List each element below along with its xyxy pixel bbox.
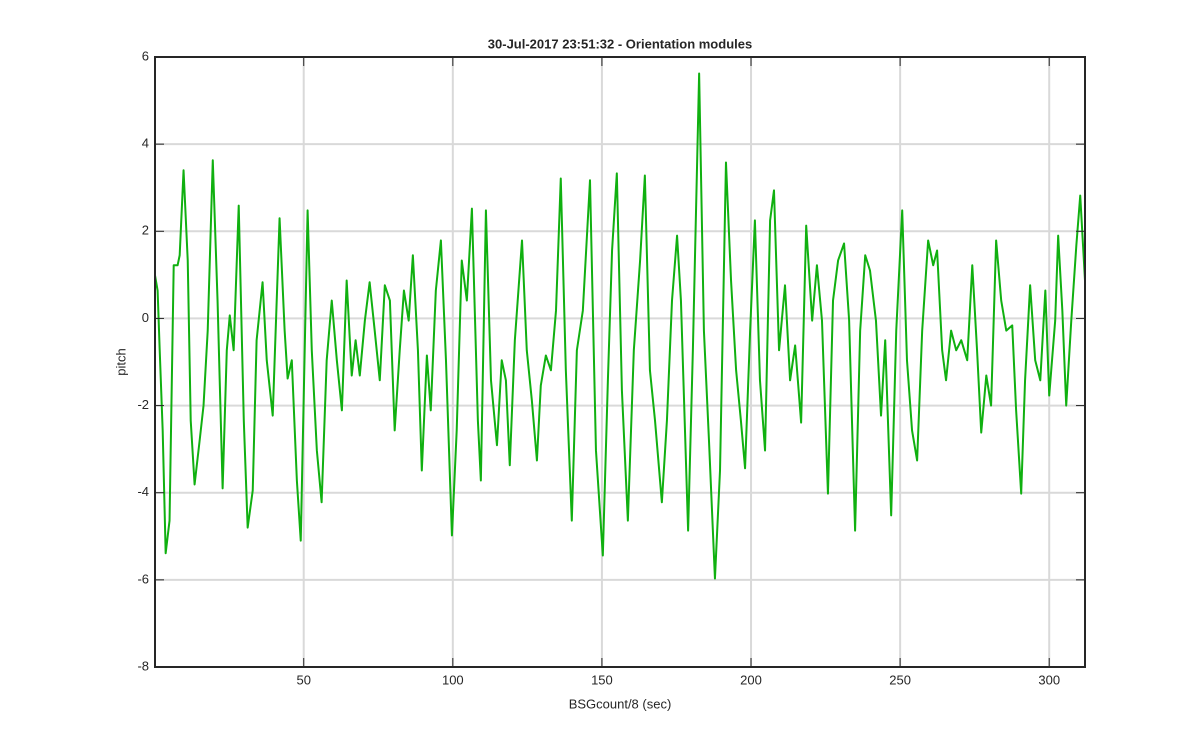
x-tick-label: 300 xyxy=(1038,672,1060,687)
y-tick-label: 2 xyxy=(142,223,149,238)
grid xyxy=(155,56,1085,668)
plot-area xyxy=(154,72,1086,580)
y-axis-label: pitch xyxy=(113,348,128,375)
y-tick-label: -4 xyxy=(137,484,149,499)
x-tick-label: 100 xyxy=(442,672,464,687)
y-tick-label: -2 xyxy=(137,397,149,412)
y-tick-label: 0 xyxy=(142,310,149,325)
y-tick-label: 6 xyxy=(142,48,149,63)
axes-box xyxy=(154,56,1086,668)
x-axis-label: BSGcount/8 (sec) xyxy=(569,696,672,711)
y-tick-label: -8 xyxy=(137,658,149,673)
data-line xyxy=(154,72,1086,580)
ticks: 50 100 150 200 250 300 -8 -6 -4 -2 0 2 4 6 xyxy=(137,48,1085,687)
x-tick-label: 200 xyxy=(740,672,762,687)
chart-title: 30-Jul-2017 23:51:32 - Orientation modul… xyxy=(488,36,752,51)
y-tick-label: 4 xyxy=(142,136,149,151)
x-tick-label: 50 xyxy=(296,672,310,687)
x-tick-label: 250 xyxy=(889,672,911,687)
x-tick-label: 150 xyxy=(591,672,613,687)
y-tick-label: -6 xyxy=(137,571,149,586)
